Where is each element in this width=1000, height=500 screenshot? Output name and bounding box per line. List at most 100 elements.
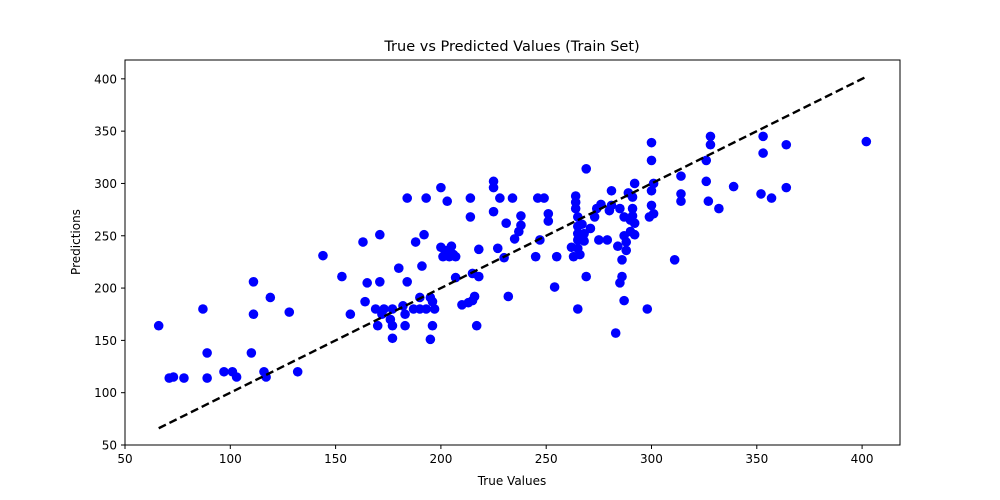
data-point: [572, 304, 583, 314]
data-point: [516, 211, 526, 221]
plot-frame: [124, 59, 901, 446]
data-point: [442, 196, 453, 207]
data-point: [292, 366, 303, 377]
data-point: [530, 251, 541, 262]
y-tick-label: 350: [94, 125, 117, 139]
data-point: [425, 334, 436, 345]
data-point: [543, 208, 554, 219]
data-point: [621, 237, 632, 247]
data-point: [701, 155, 712, 166]
data-point: [219, 366, 229, 377]
data-point: [621, 245, 632, 256]
data-point: [474, 244, 484, 255]
data-point: [393, 263, 404, 273]
data-point: [551, 251, 562, 262]
data-point: [474, 271, 484, 282]
data-point: [579, 228, 589, 239]
x-tick-label: 50: [117, 452, 132, 466]
data-point: [231, 372, 242, 382]
data-point: [612, 241, 623, 252]
data-point: [646, 200, 657, 211]
data-point: [202, 373, 212, 383]
data-point: [387, 333, 398, 344]
data-point: [543, 216, 554, 226]
data-point: [581, 164, 592, 174]
data-point: [570, 203, 581, 214]
data-point: [589, 212, 600, 222]
data-point: [402, 193, 413, 203]
data-point: [450, 251, 461, 262]
data-point: [375, 276, 385, 287]
data-point: [766, 193, 777, 203]
data-point: [417, 261, 427, 271]
x-axis-label: True Values: [477, 474, 547, 488]
data-point: [610, 328, 621, 338]
data-point: [387, 320, 398, 331]
data-point: [627, 192, 638, 202]
x-tick-label: 200: [429, 452, 452, 466]
y-tick-label: 50: [102, 439, 117, 453]
y-tick-label: 100: [94, 386, 117, 400]
y-tick-label: 200: [94, 282, 117, 296]
data-point: [318, 250, 328, 261]
x-axis: 50 100 150 200 250 300 350 400: [117, 445, 874, 466]
data-point: [648, 208, 659, 219]
data-point: [379, 304, 389, 314]
data-point: [198, 304, 208, 314]
data-point: [248, 276, 259, 287]
data-point: [629, 178, 640, 189]
data-point: [410, 237, 421, 247]
data-point: [387, 304, 398, 314]
data-point: [427, 320, 438, 331]
data-point: [402, 276, 413, 287]
data-point: [284, 307, 295, 317]
y-axis: 50 100 150 200 250 300 350 400: [94, 72, 125, 453]
data-point: [627, 203, 638, 214]
data-point: [594, 235, 604, 245]
data-point: [714, 203, 724, 214]
data-point: [676, 196, 686, 207]
data-points: [153, 131, 872, 383]
data-point: [202, 348, 212, 358]
x-tick-label: 250: [535, 452, 558, 466]
x-tick-label: 350: [745, 452, 768, 466]
data-point: [705, 139, 716, 150]
data-point: [617, 255, 627, 265]
data-point: [427, 296, 438, 307]
data-point: [446, 241, 457, 252]
data-point: [488, 206, 499, 217]
data-point: [705, 131, 716, 142]
data-point: [579, 236, 589, 246]
y-axis-label: Predictions: [69, 209, 83, 275]
data-point: [728, 181, 739, 192]
data-point: [248, 309, 259, 320]
data-point: [507, 193, 518, 203]
y-tick-label: 250: [94, 229, 117, 243]
data-point: [153, 320, 164, 331]
y-tick-label: 400: [94, 72, 117, 86]
data-point: [372, 320, 383, 331]
data-point: [758, 148, 768, 158]
data-point: [642, 304, 653, 314]
data-point: [375, 229, 385, 240]
data-point: [615, 203, 625, 214]
data-point: [606, 185, 617, 196]
data-point: [421, 193, 431, 203]
data-point: [179, 373, 189, 383]
data-point: [646, 155, 657, 166]
data-point: [492, 243, 503, 254]
x-tick-label: 300: [640, 452, 663, 466]
data-point: [701, 176, 712, 187]
data-point: [539, 193, 549, 203]
data-point: [676, 171, 686, 181]
chart-title: True vs Predicted Values (Train Set): [383, 39, 639, 55]
data-point: [503, 291, 514, 302]
data-point: [577, 219, 587, 230]
data-point: [358, 237, 368, 247]
data-point: [509, 234, 520, 244]
data-point: [465, 193, 476, 203]
data-point: [781, 139, 792, 150]
data-point: [619, 295, 629, 306]
data-point: [646, 185, 657, 196]
